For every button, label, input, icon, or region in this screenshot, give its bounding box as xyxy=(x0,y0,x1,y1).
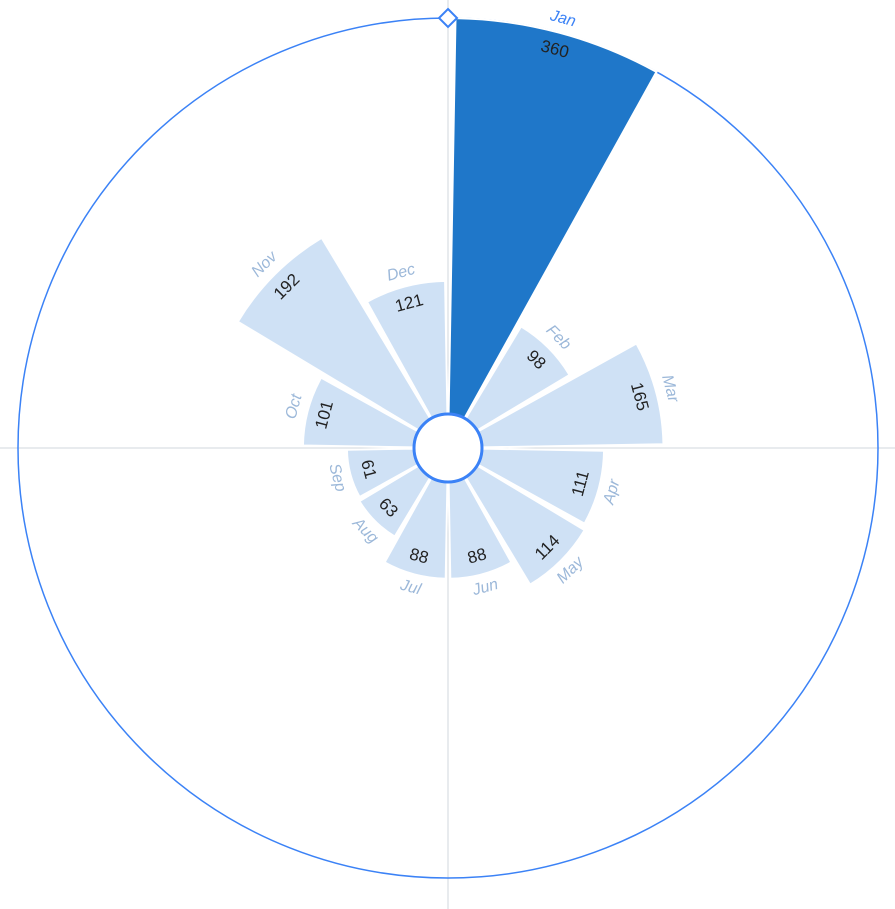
polar-bar-chart: 3609816511111488886361101192121JanFebMar… xyxy=(0,0,895,909)
inner-circle xyxy=(414,414,482,482)
